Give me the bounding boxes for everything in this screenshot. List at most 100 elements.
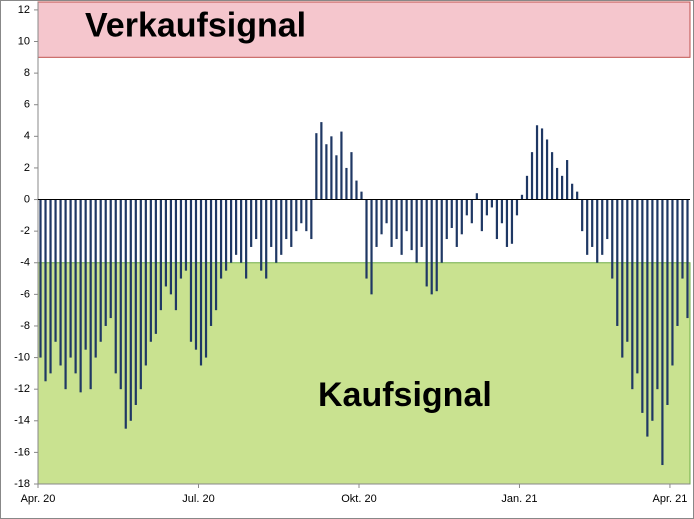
bar [601,199,604,255]
zone-label: Verkaufsignal [85,7,306,45]
bar [350,152,353,200]
bar [571,183,574,200]
bar [305,199,308,232]
bar [550,152,554,200]
bar [596,199,599,263]
bar [49,199,52,374]
bar [340,131,343,200]
x-tick-label: Okt. 20 [341,493,376,505]
bar [235,199,238,255]
bar [470,199,473,224]
bar [480,199,483,232]
bar [99,199,102,342]
bar [219,199,223,279]
bar [134,199,137,405]
bar [535,125,539,200]
bar [475,193,478,200]
bar [405,199,408,232]
bar [440,199,443,263]
bar [606,199,609,240]
bar [581,199,584,232]
bar [214,199,218,311]
y-tick-label: 4 [24,130,30,142]
bar [450,199,453,228]
bar [164,199,167,287]
bar [525,175,529,200]
bar [636,199,639,374]
bar [199,199,203,366]
bar [540,128,544,200]
bar [89,199,92,390]
bar [385,199,388,224]
bar [656,199,659,390]
axes: -18 -16 -14 -12 -10 -8 -6 -4 -2 0 2 4 6 8 10 12 Apr. 20 J… [14,2,690,505]
bar [380,199,383,235]
bar [515,199,519,216]
bar [360,191,363,200]
y-tick-label: 0 [24,193,30,205]
bar [490,199,493,208]
y-tick-label: -2 [20,225,30,237]
y-tick-label: 2 [24,162,30,174]
bar [626,199,629,342]
bar [204,199,208,358]
bar [154,199,157,334]
bar [561,175,564,200]
bar [169,199,173,295]
bar [666,199,669,405]
bar [179,199,183,279]
y-tick-label: -4 [20,257,30,269]
bar [520,194,524,200]
bar [415,199,418,263]
bar [365,199,368,279]
y-tick-label: -6 [20,288,30,300]
bar [255,199,258,240]
bar [651,199,654,421]
bar [114,199,117,374]
y-tick-label: 6 [24,99,30,111]
bar [555,167,559,200]
bar [400,199,403,255]
bar [425,199,428,287]
bar [616,199,619,326]
bar [430,199,433,295]
y-tick-label: -12 [14,383,30,395]
bar [139,199,142,390]
bar [671,199,674,366]
bar [84,199,87,350]
bar [189,199,193,342]
bar [149,199,152,342]
y-tick-label: -10 [14,351,30,363]
x-tick-label: Apr. 21 [653,493,688,505]
bar [104,199,107,326]
bar [265,199,268,279]
x-tick-label: Jul. 20 [182,493,214,505]
bar [345,167,348,200]
bar [330,136,333,200]
bar [455,199,458,247]
bar [530,152,534,200]
bar [250,199,253,247]
y-tick-label: -8 [20,320,30,332]
bar [390,199,393,247]
bar [621,199,624,358]
bar [245,199,248,279]
bar [310,199,313,240]
bar [124,199,127,429]
bar [465,199,468,216]
bar [194,199,198,350]
bar [611,199,614,279]
bar [44,199,47,382]
bar [686,199,689,319]
y-tick-label: -14 [14,415,30,427]
bar [375,199,378,247]
bar [229,199,233,263]
bar [661,199,664,466]
bar [485,199,488,216]
bar [79,199,82,393]
bar [94,199,97,358]
bar [209,199,213,326]
bar [144,199,147,366]
y-tick-label: 10 [18,35,30,47]
bar [184,199,188,271]
